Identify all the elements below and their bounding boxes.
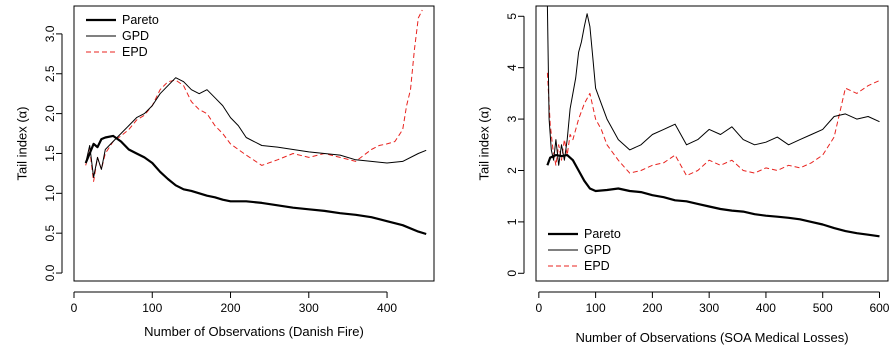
chart-2-plot-frame bbox=[535, 5, 889, 282]
chart-2-x-tick-label: 200 bbox=[642, 301, 662, 315]
chart-2-series-epd-line bbox=[546, 72, 880, 177]
chart-1-x-tick-label: 0 bbox=[71, 301, 78, 315]
chart-1-x-axis-title: Number of Observations (Danish Fire) bbox=[144, 324, 364, 339]
chart-1-x-tick-label: 200 bbox=[221, 301, 241, 315]
chart-2-y-tick-label: 5 bbox=[505, 13, 519, 20]
chart-1-y-tick-label: 0.5 bbox=[43, 225, 57, 242]
chart-2-y-tick-label: 4 bbox=[505, 64, 519, 71]
chart-2-legend-epd-label: EPD bbox=[584, 259, 610, 273]
chart-1-plot-frame bbox=[73, 5, 435, 282]
chart-1-y-tick-label: 1.0 bbox=[43, 185, 57, 202]
chart-2-x-tick-label: 300 bbox=[699, 301, 719, 315]
chart-1-series-gpd-line bbox=[85, 77, 427, 178]
chart-1-y-tick-label: 1.5 bbox=[43, 145, 57, 162]
chart-2-x-axis-title: Number of Observations (SOA Medical Loss… bbox=[575, 330, 848, 345]
chart-1-x-tick-label: 400 bbox=[377, 301, 397, 315]
chart-2-x-tick-label: 600 bbox=[869, 301, 889, 315]
chart-2-x-tick-label: 400 bbox=[756, 301, 776, 315]
chart-1-legend-gpd-label: GPD bbox=[122, 29, 149, 43]
chart-2-legend-pareto-label: Pareto bbox=[584, 227, 621, 241]
chart-2-x-tick-label: 500 bbox=[813, 301, 833, 315]
chart-1-series-pareto-line bbox=[84, 134, 427, 236]
chart-2-y-tick-label: 1 bbox=[505, 218, 519, 225]
chart-2-x-tick-label: 100 bbox=[586, 301, 606, 315]
chart-1-y-tick-label: 2.0 bbox=[43, 105, 57, 122]
chart-1-y-tick-label: 2.5 bbox=[43, 65, 57, 82]
chart-2-series-pareto-line bbox=[546, 154, 880, 238]
chart-2-series-gpd-line bbox=[546, 6, 880, 166]
chart-2-x-tick-label: 0 bbox=[535, 301, 542, 315]
chart-1-y-axis-title: Tail index (α) bbox=[15, 107, 30, 181]
chart-1-y-tick-label: 0.0 bbox=[43, 264, 57, 281]
chart-1-series-epd-line bbox=[85, 9, 423, 182]
chart-2-y-axis-title: Tail index (α) bbox=[477, 107, 492, 181]
chart-2-legend-gpd-label: GPD bbox=[584, 243, 611, 257]
chart-2-y-tick-label: 3 bbox=[505, 115, 519, 122]
chart-1-x-tick-label: 100 bbox=[142, 301, 162, 315]
chart-2-y-tick-label: 2 bbox=[505, 167, 519, 174]
chart-1-x-tick-label: 300 bbox=[299, 301, 319, 315]
chart-2-y-tick-label: 0 bbox=[505, 270, 519, 277]
chart-1-y-tick-label: 3.0 bbox=[43, 25, 57, 42]
chart-1-legend-epd-label: EPD bbox=[122, 45, 148, 59]
chart-1-legend-pareto-label: Pareto bbox=[122, 13, 159, 27]
